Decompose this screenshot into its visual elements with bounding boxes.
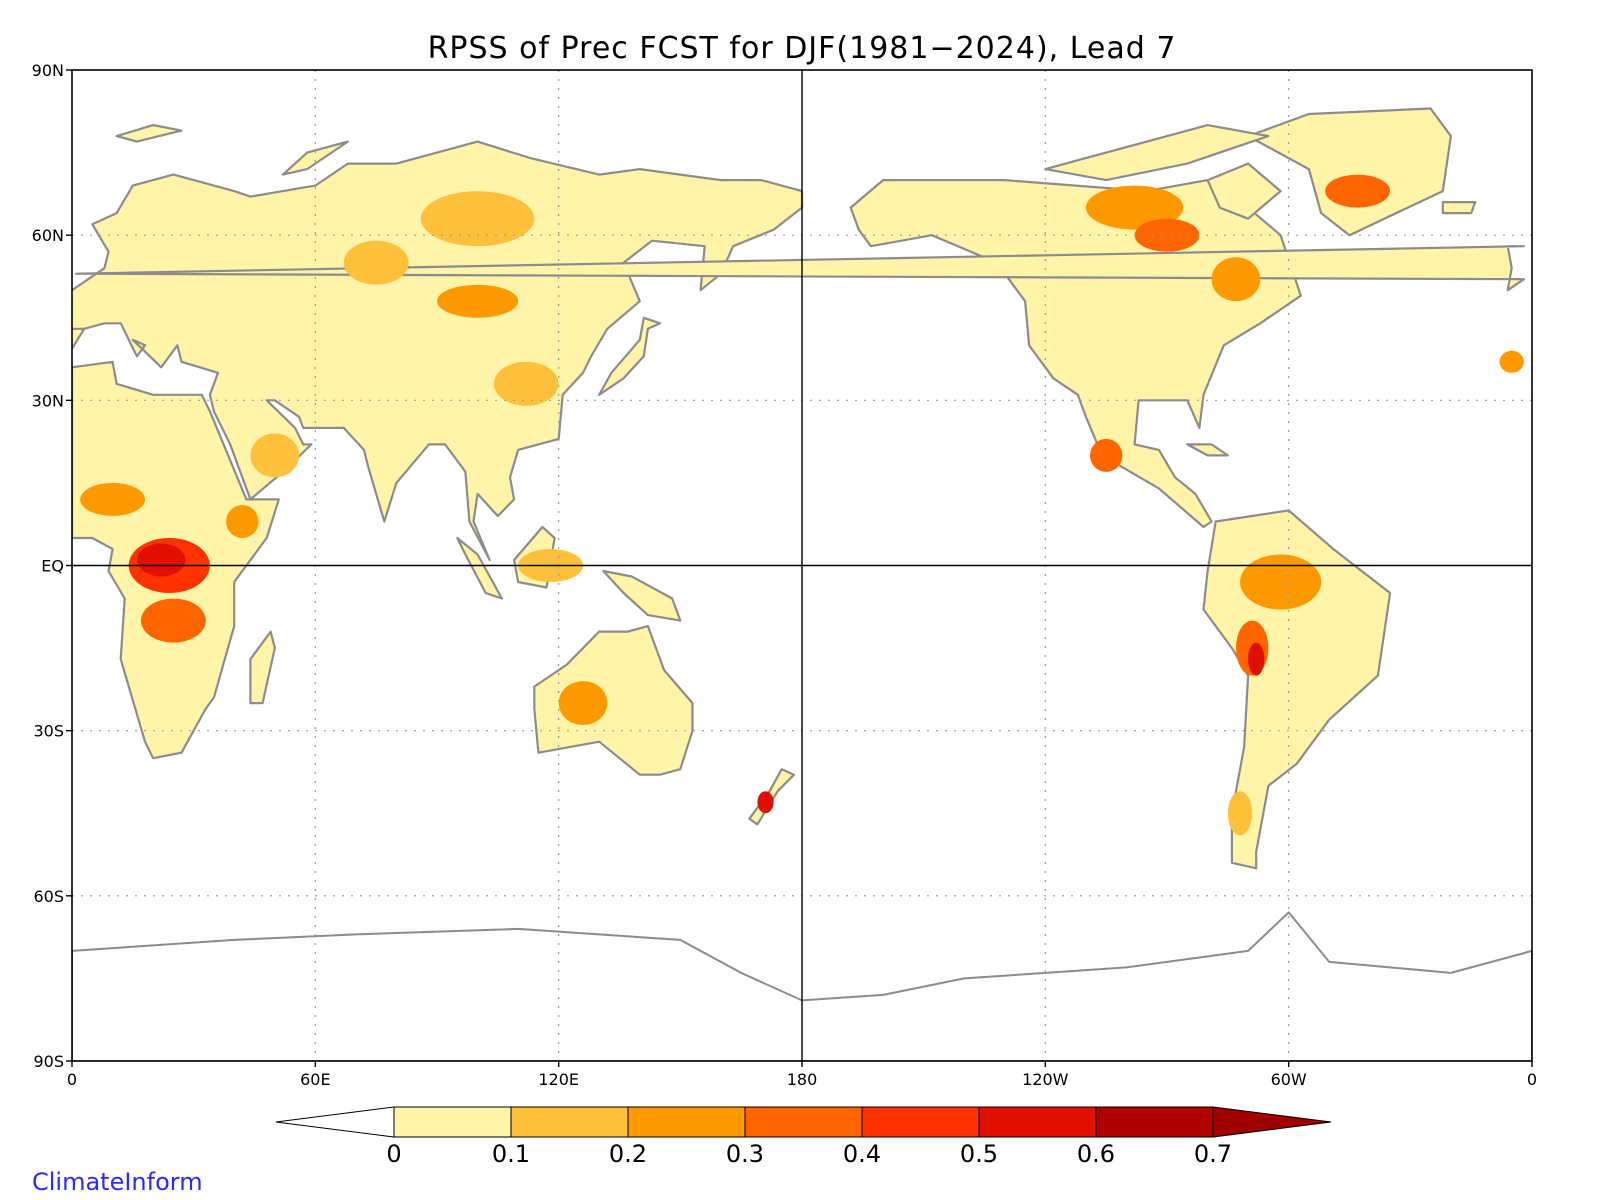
iberia-skill bbox=[1499, 350, 1524, 373]
colorbar-level-label: 0 bbox=[386, 1140, 401, 1168]
colorbar-level-label: 0.2 bbox=[609, 1140, 647, 1168]
colorbar-swatch bbox=[627, 1106, 746, 1138]
colorbar-swatch bbox=[510, 1106, 629, 1138]
longitude-ticks: 0 60E 120E 180 120W 60W 0 bbox=[67, 1061, 1537, 1089]
siberia-skill bbox=[420, 191, 535, 247]
australia-landmass bbox=[533, 625, 694, 776]
lon-tick-label: 180 bbox=[787, 1070, 818, 1089]
british-isles-landmass bbox=[75, 245, 1525, 292]
andes-skill-core bbox=[1248, 642, 1265, 676]
southern-africa-skill bbox=[141, 598, 206, 643]
lon-tick-label: 120E bbox=[538, 1070, 579, 1089]
new-guinea-landmass bbox=[602, 569, 682, 622]
latitude-ticks: 90N 60N 30N EQ 30S 60S 90S bbox=[32, 61, 72, 1071]
lon-tick-label: 60E bbox=[300, 1070, 330, 1089]
colorbar-swatch bbox=[861, 1106, 980, 1138]
colorbar-under-arrow bbox=[275, 1106, 395, 1138]
antarctica-coast bbox=[72, 911, 1532, 1061]
colorbar-level-label: 0.3 bbox=[726, 1140, 764, 1168]
baffin-island-landmass bbox=[1206, 162, 1282, 220]
west-siberia-skill bbox=[343, 240, 409, 285]
colorbar-swatch bbox=[1095, 1106, 1214, 1138]
cuba-landmass bbox=[1186, 443, 1229, 457]
svalbard-landmass bbox=[115, 124, 183, 143]
map-title: RPSS of Prec FCST for DJF(1981−2024), Le… bbox=[428, 31, 1177, 66]
greenland-skill bbox=[1325, 174, 1390, 208]
mexico-skill bbox=[1090, 438, 1123, 472]
colorbar-level-label: 0.7 bbox=[1194, 1140, 1232, 1168]
gridlines bbox=[72, 70, 1532, 1061]
lon-tick-label: 120W bbox=[1022, 1070, 1069, 1089]
colorbar-swatch bbox=[978, 1106, 1097, 1138]
colorbar-level-label: 0.6 bbox=[1077, 1140, 1115, 1168]
quebec-skill bbox=[1211, 257, 1261, 302]
patagonia-skill bbox=[1227, 791, 1253, 836]
nz-skill bbox=[757, 791, 774, 814]
lat-tick-label: 30S bbox=[33, 722, 64, 741]
lon-tick-label: 60W bbox=[1271, 1070, 1307, 1089]
sumatra-landmass bbox=[456, 536, 503, 600]
lat-tick-label: 90S bbox=[33, 1052, 64, 1071]
colorbar-swatch bbox=[393, 1106, 512, 1138]
madagascar-landmass bbox=[249, 630, 276, 705]
mongolia-skill bbox=[437, 284, 519, 318]
lat-tick-label: 90N bbox=[32, 61, 64, 80]
canadian-arctic-islands bbox=[1044, 124, 1270, 182]
central-africa-skill-core bbox=[136, 543, 186, 577]
greenland-landmass bbox=[1247, 107, 1452, 237]
horn-africa-skill bbox=[226, 505, 259, 538]
australia-skill bbox=[558, 681, 608, 726]
lat-tick-label: 60S bbox=[33, 887, 64, 906]
colorbar-level-label: 0.4 bbox=[843, 1140, 881, 1168]
arabia-skill bbox=[250, 433, 300, 478]
colorbar-level-label: 0.1 bbox=[492, 1140, 530, 1168]
lon-tick-label: 0 bbox=[1527, 1070, 1537, 1089]
canada-skill bbox=[1085, 185, 1184, 230]
lat-tick-label: EQ bbox=[41, 557, 64, 576]
lat-tick-label: 30N bbox=[32, 391, 64, 410]
land-layer bbox=[72, 107, 1532, 1061]
colorbar-level-label: 0.5 bbox=[960, 1140, 998, 1168]
iceland-landmass bbox=[1441, 201, 1477, 215]
hudson-skill bbox=[1134, 218, 1200, 252]
colorbar-over-arrow bbox=[1212, 1106, 1332, 1138]
novaya-zemlya-landmass bbox=[281, 140, 349, 176]
west-africa-skill bbox=[80, 482, 145, 516]
china-skill bbox=[493, 361, 559, 406]
lon-tick-label: 0 bbox=[67, 1070, 77, 1089]
colorbar: 0 0.1 0.2 0.3 0.4 0.5 0.6 0.7 bbox=[275, 1106, 1332, 1168]
amazon-skill bbox=[1240, 554, 1322, 610]
colorbar-swatch bbox=[744, 1106, 863, 1138]
climateinform-brand: ClimateInform bbox=[32, 1168, 203, 1196]
japan-landmass bbox=[598, 316, 662, 396]
lat-tick-label: 60N bbox=[32, 226, 64, 245]
